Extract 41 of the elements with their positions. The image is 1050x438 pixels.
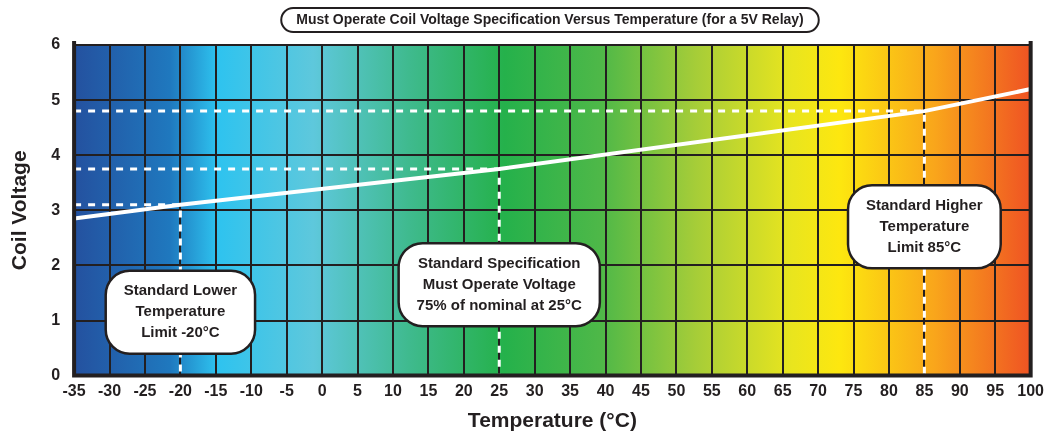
x-tick-label: 0 (317, 381, 327, 399)
annotation: Standard Lower Temperature Limit -20°C (123, 281, 238, 341)
x-tick-label: 60 (738, 381, 757, 399)
x-tick-label: 40 (596, 381, 615, 399)
y-tick-label: 6 (51, 35, 61, 53)
x-tick-label: -35 (62, 381, 86, 399)
x-tick-label: 30 (525, 381, 544, 399)
x-tick-label: 70 (809, 381, 828, 399)
x-tick-label: 80 (880, 381, 898, 399)
x-tick-label: -15 (204, 381, 228, 399)
x-tick-label: 35 (561, 381, 580, 399)
x-tick-label: -10 (239, 381, 263, 399)
y-tick-label: 0 (51, 366, 61, 384)
y-tick-label: 2 (51, 255, 61, 273)
x-tick-label: -5 (279, 381, 294, 399)
y-tick-label: 3 (51, 200, 61, 218)
x-tick-label: -20 (168, 381, 193, 399)
annotation: Standard Specification Must Operate Voltage 75% of nominal at 25°C (416, 253, 582, 313)
x-tick-label: 10 (384, 381, 402, 399)
annotation: Standard Higher Temperature Limit 85°C (866, 195, 983, 255)
x-tick-label: 5 (353, 381, 363, 399)
y-tick-label: 4 (51, 145, 61, 163)
y-tick-label: 1 (51, 310, 61, 328)
x-tick-label: 75 (844, 381, 863, 399)
y-axis-title: Coil Voltage (7, 150, 31, 271)
x-tick-label: 15 (419, 381, 438, 399)
x-tick-label: 50 (667, 381, 686, 399)
chart-title: Must Operate Coil Voltage Specification Versus Temperature (for a 5V Relay) (296, 11, 804, 28)
x-tick-label: 85 (915, 381, 934, 399)
x-tick-label: 55 (702, 381, 721, 399)
x-tick-label: -30 (97, 381, 122, 399)
x-tick-label: 65 (773, 381, 792, 399)
y-tick-label: 5 (51, 90, 61, 108)
x-tick-label: 20 (454, 381, 473, 399)
x-tick-label: 90 (950, 381, 969, 399)
x-axis-title: Temperature (°C) (467, 408, 637, 432)
x-tick-label: 100 (1017, 381, 1045, 399)
x-tick-label: 45 (632, 381, 650, 399)
x-tick-label: -25 (133, 381, 157, 399)
x-tick-label: 95 (986, 381, 1005, 399)
x-tick-label: 25 (490, 381, 509, 399)
